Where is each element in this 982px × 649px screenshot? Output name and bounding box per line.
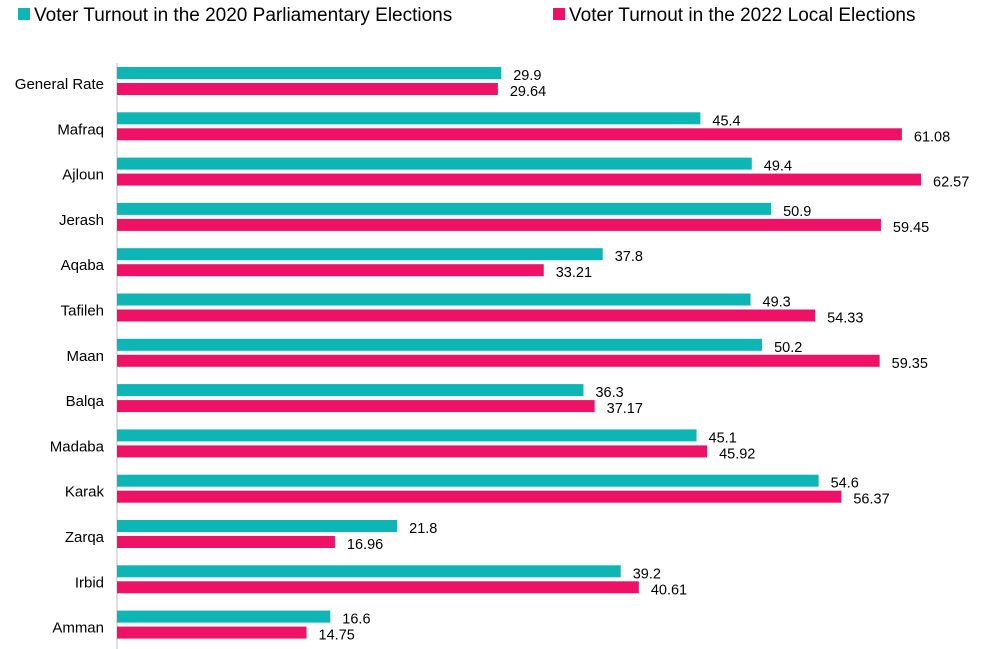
data-label: 62.57: [933, 175, 969, 191]
bar-2020: [117, 520, 398, 532]
data-label: 37.8: [615, 249, 643, 265]
legend-swatch-2: [553, 8, 565, 20]
legend-item-1: Voter Turnout in the 2020 Parliamentary …: [18, 5, 452, 26]
bars: [117, 67, 922, 639]
data-label: 61.08: [914, 129, 950, 145]
data-label: 14.75: [319, 628, 355, 644]
bar-2020: [117, 338, 763, 351]
data-label: 36.3: [595, 385, 623, 401]
category-label: Balqa: [66, 393, 105, 410]
legend-label-2: Voter Turnout in the 2022 Local Election…: [569, 5, 915, 26]
category-label: Aqaba: [61, 257, 105, 274]
legend-label-1: Voter Turnout in the 2020 Parliamentary …: [34, 5, 452, 26]
value-labels: 29.929.64 45.4 61.08 49.4 62.57 50.9 59.45 37.8…: [319, 68, 970, 644]
data-label: 33.21: [556, 265, 592, 281]
category-label: Amman: [52, 620, 104, 637]
data-label: 56.37: [853, 492, 889, 508]
bar-2022: [117, 354, 880, 367]
bar-2020: [117, 610, 331, 623]
bar-2020: [117, 202, 772, 215]
category-label: Maan: [66, 348, 104, 365]
bar-2022: [117, 626, 307, 639]
bar-2020: [117, 248, 603, 261]
data-label: 37.17: [607, 401, 643, 417]
data-label: 45.92: [719, 446, 755, 462]
bar-2020: [117, 429, 697, 442]
bar-2022: [117, 128, 902, 141]
data-label: 40.61: [651, 582, 687, 598]
category-label: Ajloun: [62, 167, 104, 184]
bar-2022: [117, 536, 335, 548]
category-label: Zarqa: [65, 529, 105, 546]
data-label: 50.9: [783, 204, 811, 220]
data-label: 29.9: [513, 68, 541, 84]
data-label: 21.8: [409, 521, 437, 537]
bar-2022: [117, 264, 544, 277]
data-label: 45.4: [712, 113, 740, 129]
data-label: 54.33: [827, 311, 863, 327]
bar-2020: [117, 384, 584, 397]
bar-2022: [117, 83, 498, 95]
category-label: Mafraq: [57, 121, 104, 138]
bar-2022: [117, 581, 639, 594]
data-label: 49.3: [763, 295, 791, 311]
data-label: 39.2: [633, 566, 661, 582]
category-labels: General Rate Mafraq Ajloun Jerash Aqaba Tafil…: [15, 76, 105, 637]
bar-2022: [117, 173, 922, 186]
bar-2020: [117, 112, 701, 125]
category-label: Irbid: [75, 574, 104, 591]
category-label: Madaba: [50, 438, 105, 455]
category-label: General Rate: [15, 76, 104, 93]
legend-item-2: Voter Turnout in the 2022 Local Election…: [553, 5, 915, 26]
data-label: 50.2: [774, 340, 802, 356]
data-label: 16.96: [347, 537, 383, 553]
bar-2022: [117, 490, 842, 503]
data-label: 54.6: [831, 476, 859, 492]
bar-2020: [117, 474, 819, 487]
bar-2022: [117, 218, 881, 231]
data-label: 45.1: [709, 430, 737, 446]
bar-2020: [117, 157, 752, 170]
category-label: Karak: [65, 484, 105, 501]
legend: Voter Turnout in the 2020 Parliamentary …: [18, 5, 915, 26]
data-label: 59.45: [893, 220, 929, 236]
data-label: 29.64: [510, 84, 546, 100]
data-label: 59.35: [892, 356, 928, 372]
data-label: 16.6: [342, 612, 370, 628]
legend-swatch-1: [18, 8, 30, 20]
data-label: 49.4: [764, 159, 792, 175]
category-label: Jerash: [59, 212, 104, 229]
bar-2020: [117, 565, 621, 578]
bar-2022: [117, 309, 816, 322]
category-label: Tafileh: [61, 303, 104, 320]
bar-2022: [117, 445, 708, 458]
bar-2020: [117, 293, 751, 306]
bar-2020: [117, 67, 502, 79]
bar-2022: [117, 400, 595, 413]
